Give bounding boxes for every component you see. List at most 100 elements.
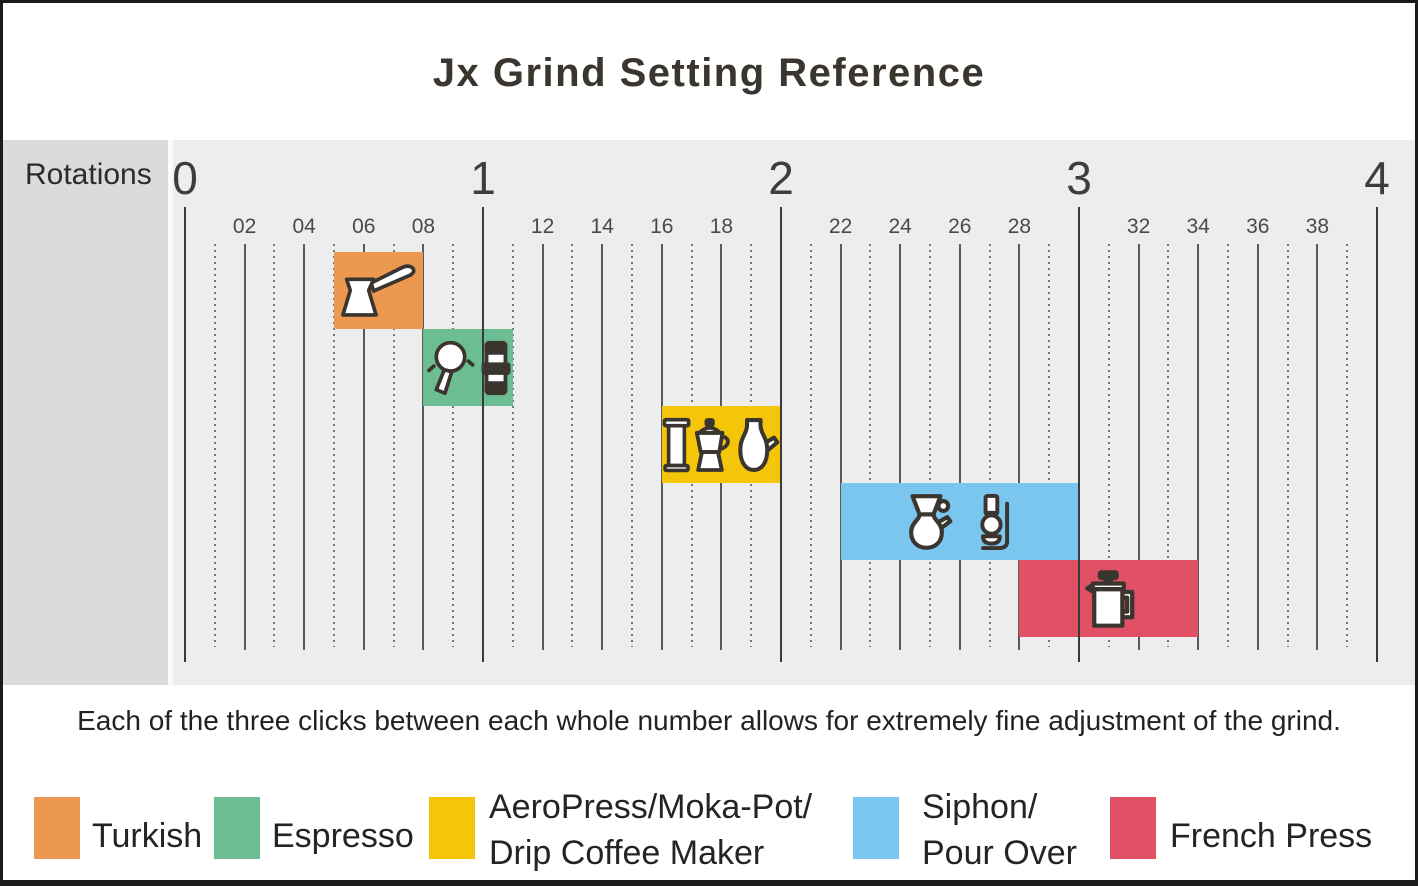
band-turkish <box>334 252 424 329</box>
grid-line-minor <box>243 244 246 650</box>
legend-label-line: Turkish <box>92 817 203 855</box>
legend-label: AeroPress/Moka-Pot/Drip Coffee Maker <box>489 784 812 876</box>
axis-minor-tick-label: 32 <box>1126 215 1151 238</box>
title-bar: Jx Grind Setting Reference <box>3 3 1415 140</box>
legend-label: French Press <box>1170 813 1372 859</box>
band-espresso <box>423 329 513 406</box>
grid-line-dotted <box>1107 244 1110 647</box>
band-icons <box>907 492 1013 552</box>
plot-area: 02 04 06 08 12 14 16 18 22 24 26 28 32 34 36 38 0 1 2 3 4 <box>3 140 1415 685</box>
grid-line-major <box>184 207 186 662</box>
legend-label-line: Siphon/ <box>922 788 1038 826</box>
legend-swatch-espresso <box>214 797 260 859</box>
coffee-server-icon <box>738 417 780 472</box>
axis-minor-tick-label: 18 <box>709 215 734 238</box>
grid-line-minor <box>1316 244 1319 650</box>
legend-label-line: Drip Coffee Maker <box>489 834 765 872</box>
grid-line-dotted <box>929 244 931 647</box>
legend-label-line: AeroPress/Moka-Pot/ <box>489 788 813 826</box>
legend-swatch-turkish <box>34 797 80 859</box>
axis-minor-tick-label: 14 <box>590 215 614 238</box>
portafilter-icon <box>426 340 475 395</box>
grid-line-dotted <box>392 244 395 647</box>
french-press-icon <box>1084 569 1135 628</box>
grid-line-dotted <box>1167 244 1170 647</box>
legend-label: Siphon/Pour Over <box>922 784 1077 876</box>
axis-minor-tick-label: 02 <box>232 215 257 238</box>
grid-line-minor <box>958 244 961 650</box>
band-siphon-pour-over <box>840 483 1079 560</box>
page-title: Jx Grind Setting Reference <box>432 51 986 95</box>
band-french-press <box>1019 560 1199 637</box>
grid-line-dotted <box>869 244 872 647</box>
pour-over-icon <box>908 493 953 550</box>
legend-swatch-french-press <box>1110 797 1156 859</box>
grid-line-dotted <box>1227 244 1229 647</box>
band-aeropress-moka-pot-drip-coffee-maker <box>661 406 781 483</box>
grid-line-minor <box>1197 244 1200 650</box>
grid-line-major <box>482 207 484 662</box>
legend-swatch-aeropress-moka-pot-drip-coffee-maker <box>429 797 475 859</box>
caption-text: Each of the three clicks between each wh… <box>77 705 1341 736</box>
legend: Turkish Espresso AeroPress/Moka-Pot/Drip C… <box>3 760 1415 880</box>
grid-line-major <box>1078 207 1080 662</box>
axis-minor-tick-label: 38 <box>1305 215 1330 238</box>
grid-line-major <box>1376 207 1378 662</box>
axis-label: Rotations <box>25 158 152 191</box>
grid-line-minor <box>899 244 902 650</box>
axis-minor-tick-label: 26 <box>948 215 972 238</box>
grid-line-major <box>780 207 782 662</box>
axis-minor-tick-label: 36 <box>1246 215 1270 238</box>
moka-pot-icon <box>694 417 730 472</box>
axis-minor-tick-label: 34 <box>1186 215 1210 238</box>
band-icons <box>425 339 512 397</box>
grid-line-minor <box>1018 244 1021 650</box>
axis-minor-tick-label: 16 <box>650 215 674 238</box>
axis-minor-tick-label: 28 <box>1007 215 1032 238</box>
caption-row: Each of the three clicks between each wh… <box>3 685 1415 760</box>
grid-line-minor <box>1137 244 1140 650</box>
band-icons <box>338 262 419 320</box>
axis-major-tick-label: 3 <box>1066 152 1092 204</box>
axis-minor-tick-label: 04 <box>292 215 316 238</box>
grid-line-minor <box>839 244 842 650</box>
grid-line-dotted <box>1048 244 1051 647</box>
grid-line-dotted <box>631 244 633 647</box>
grind-chart: 02 04 06 08 12 14 16 18 22 24 26 28 32 34 36 38 0 1 2 3 4 Ro… <box>3 140 1415 685</box>
rotations-sidebar: Rotations <box>3 140 173 685</box>
axis-major-tick-label: 2 <box>768 152 794 204</box>
grid-line-minor <box>541 244 544 650</box>
grid-line-minor <box>601 244 604 650</box>
grid-line-dotted <box>571 244 574 647</box>
legend-label-line: French Press <box>1170 817 1373 855</box>
aeropress-icon <box>662 417 691 472</box>
grid-line-dotted <box>273 244 276 647</box>
axis-minor-tick-label: 22 <box>828 215 853 238</box>
grid-line-dotted <box>333 244 335 647</box>
axis-minor-tick-label: 24 <box>888 215 912 238</box>
legend-label-line: Espresso <box>272 817 414 855</box>
grid-line-dotted <box>452 244 455 647</box>
axis-minor-tick-label: 06 <box>352 215 376 238</box>
grid-line-minor <box>422 244 425 650</box>
legend-label-line: Pour Over <box>922 834 1077 872</box>
legend-label: Turkish <box>92 813 202 859</box>
grid-line-dotted <box>1286 244 1289 647</box>
band-icons <box>1083 568 1135 630</box>
grid-line-dotted <box>1346 244 1349 647</box>
axis-minor-tick-label: 12 <box>530 215 555 238</box>
grid-line-dotted <box>511 244 514 647</box>
legend-label: Espresso <box>272 813 414 859</box>
axis-major-tick-label: 1 <box>470 152 496 204</box>
cezve-icon <box>341 263 416 317</box>
grid-line-minor <box>362 244 365 650</box>
legend-swatch-siphon-pour-over <box>853 797 899 859</box>
grid-line-minor <box>303 244 306 650</box>
siphon-icon <box>980 493 1009 550</box>
axis-minor-tick-label: 08 <box>411 215 436 238</box>
axis-major-tick-label: 0 <box>172 152 198 204</box>
grid-line-dotted <box>213 244 216 647</box>
band-icons <box>662 416 781 474</box>
grid-line-minor <box>1256 244 1259 650</box>
